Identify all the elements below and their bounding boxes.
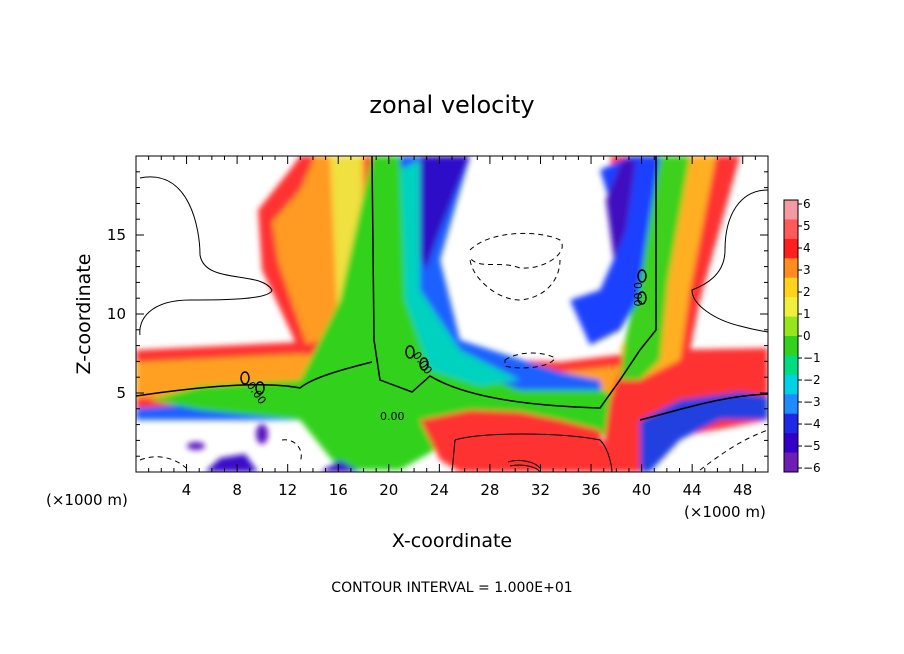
y-tick-label: 5 xyxy=(116,384,126,402)
field-spot-violet-2 xyxy=(256,424,268,444)
y-axis-label: Z-coordinate xyxy=(73,254,95,375)
plot-field: 0.00 0.00 0.00 0.00 xyxy=(136,156,768,472)
contour-dashed-surface-mid xyxy=(281,439,302,463)
x-tick-label: 36 xyxy=(581,481,600,499)
contour-ring-2 xyxy=(255,381,265,395)
contour-dashed-center-upper xyxy=(469,233,563,301)
contour-dashed-surface-east xyxy=(699,429,768,471)
contour-solid-lower xyxy=(136,361,373,397)
chart-title: zonal velocity xyxy=(369,91,534,119)
field-central-inner xyxy=(414,156,470,270)
colorbar-swatch xyxy=(784,394,798,415)
x-tick-label: 8 xyxy=(232,481,242,499)
contour-label: 0.00 xyxy=(631,282,644,307)
x-unit-left: (×1000 m) xyxy=(46,491,128,509)
colorbar-swatch xyxy=(784,219,798,240)
contour-solid-surface-bump xyxy=(507,459,541,472)
x-tick-label: 32 xyxy=(531,481,550,499)
contour-ring-6 xyxy=(637,291,647,305)
field-central-outer xyxy=(136,156,605,420)
colorbar-tick-label: 3 xyxy=(803,263,811,277)
colorbar: 6 5 4 3 2 1 0 −1 −2 −3 −4 −5 −6 xyxy=(783,197,821,475)
colorbar-tick-label: 4 xyxy=(803,241,811,255)
colorbar-tick-label: 6 xyxy=(803,197,811,211)
field-green-core xyxy=(150,156,640,470)
x-tick-label: 16 xyxy=(329,481,348,499)
x-tick-label: 44 xyxy=(683,481,702,499)
colorbar-tick-label: −2 xyxy=(803,373,821,387)
field-surface-violet-mid xyxy=(320,460,360,472)
contour-solid-central-column xyxy=(371,156,657,409)
axis-ticks xyxy=(136,156,768,472)
x-tick-label: 40 xyxy=(632,481,651,499)
colorbar-tick-label: −1 xyxy=(803,351,821,365)
colorbar-swatch xyxy=(784,297,798,318)
field-surface-red-center xyxy=(420,410,610,472)
x-tick-label: 48 xyxy=(733,481,752,499)
colorbar-swatch xyxy=(784,277,798,298)
x-tick-labels: 4 8 12 16 20 24 28 32 36 40 44 48 xyxy=(182,481,752,499)
y-tick-labels: 5 10 15 xyxy=(107,226,126,402)
field-east-plume-violet xyxy=(606,160,636,260)
field-cyan-edge xyxy=(400,160,520,386)
contour-dashed-center-mid xyxy=(504,352,556,369)
contour-solid-lower-east xyxy=(639,393,768,421)
colorbar-swatch xyxy=(784,200,798,220)
colorbar-swatch xyxy=(784,413,798,434)
x-tick-label: 20 xyxy=(379,481,398,499)
contour-ring-1 xyxy=(240,371,250,385)
y-tick-label: 10 xyxy=(107,305,126,323)
contour-ring-5 xyxy=(637,269,647,283)
x-tick-label: 24 xyxy=(430,481,449,499)
colorbar-swatch xyxy=(784,355,798,376)
x-tick-label: 4 xyxy=(182,481,192,499)
colorbar-swatch xyxy=(784,258,798,279)
field-spot-violet-1 xyxy=(187,442,205,450)
x-unit-right: (×1000 m) xyxy=(684,503,766,521)
contour-label: 0.00 xyxy=(380,410,405,423)
contour-solid-west-upper xyxy=(139,176,273,336)
contour-dashed-surface-west xyxy=(139,456,191,472)
colorbar-tick-label: −6 xyxy=(803,461,821,475)
colorbar-swatch xyxy=(784,238,798,259)
colorbar-tick-label: 1 xyxy=(803,307,811,321)
colorbar-tick-label: 5 xyxy=(803,219,811,233)
contour-lines xyxy=(136,156,768,472)
y-tick-label: 15 xyxy=(107,226,126,244)
field-east-plume-green xyxy=(620,156,690,380)
contour-interval-label: CONTOUR INTERVAL = 1.000E+01 xyxy=(331,580,572,596)
colorbar-tick-label: −3 xyxy=(803,395,821,409)
colorbar-tick-label: −4 xyxy=(803,417,821,431)
colorbar-tick-label: −5 xyxy=(803,439,821,453)
colorbar-tick-label: 2 xyxy=(803,285,811,299)
field-surface-violet-west xyxy=(205,454,258,472)
colorbar-swatch xyxy=(784,336,798,356)
contour-ring-3 xyxy=(405,345,415,359)
contour-solid-surface-center xyxy=(451,433,613,472)
colorbar-swatch xyxy=(784,433,798,454)
colorbar-swatch xyxy=(784,316,798,337)
x-tick-label: 28 xyxy=(480,481,499,499)
colorbar-tick-label: 0 xyxy=(803,329,811,343)
x-axis-label: X-coordinate xyxy=(392,530,512,552)
x-tick-label: 12 xyxy=(278,481,297,499)
contour-ring-4 xyxy=(419,357,429,371)
contour-solid-east-upper xyxy=(691,189,768,333)
colorbar-swatch xyxy=(784,452,798,473)
colorbar-swatch xyxy=(784,374,798,395)
